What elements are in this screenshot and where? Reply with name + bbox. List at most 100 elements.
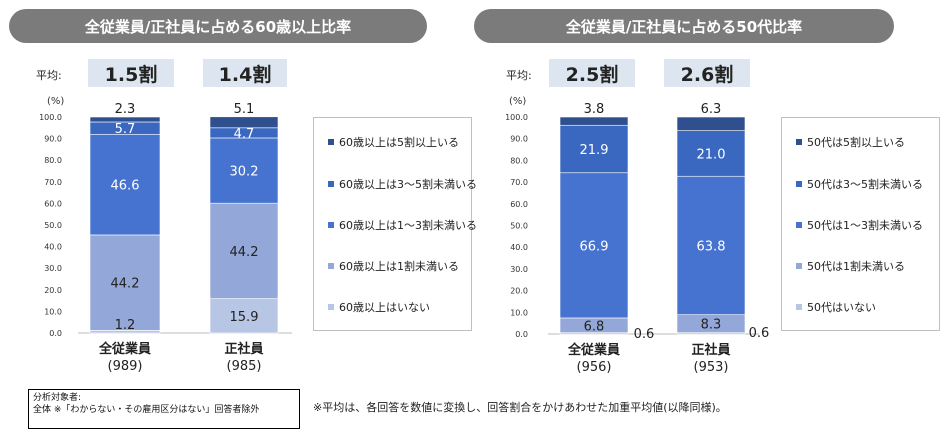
y-tick-label: 30.0	[510, 265, 528, 274]
legend-item: 60歳以上は1割未満いる	[328, 258, 459, 274]
y-tick-label: 60.0	[510, 200, 528, 209]
legend-swatch	[796, 304, 802, 310]
data-label: 30.2	[230, 165, 259, 180]
category-label: 正社員	[224, 341, 263, 357]
bar-segment	[559, 172, 629, 319]
data-label: 21.9	[580, 143, 609, 158]
bar-segment	[89, 330, 161, 334]
y-tick-label: 30.0	[44, 264, 62, 273]
data-label: 3.8	[584, 102, 605, 117]
bar-segment	[209, 298, 279, 334]
bar-segment	[89, 234, 161, 331]
footnote: ※平均は、各回答を数値に変換し、回答割合をかけあわせた加重平均値(以降同様)。	[313, 401, 727, 414]
legend-label: 60歳以上は1～3割未満いる	[339, 219, 477, 232]
legend-label: 60歳以上は3～5割未満いる	[339, 178, 477, 191]
chart1-average-1: 1.5割	[88, 59, 174, 87]
chart2-legend: 50代は5割以上いる 50代は3～5割未満いる 50代は1～3割未満いる 50代…	[781, 117, 940, 331]
y-tick-label: 20.0	[44, 286, 62, 295]
legend-swatch	[796, 263, 802, 269]
legend-item: 60歳以上は5割以上いる	[328, 134, 459, 150]
data-label: 4.7	[234, 127, 255, 142]
y-tick-label: 80.0	[44, 156, 62, 165]
legend-item: 50代はいない	[796, 299, 876, 315]
chart2-title: 全従業員/正社員に占める50代比率	[474, 9, 894, 43]
data-label: 46.6	[111, 179, 140, 194]
legend-label: 60歳以上は1割未満いる	[339, 260, 459, 273]
data-label: 2.3	[115, 102, 136, 117]
y-tick-label: 100.0	[505, 113, 528, 122]
chart2-average-label: 平均:	[506, 69, 532, 82]
y-tick-label: 90.0	[44, 135, 62, 144]
legend-item: 50代は5割以上いる	[796, 134, 905, 150]
bar-segment	[209, 127, 279, 139]
y-tick-label: 50.0	[510, 222, 528, 231]
data-label: 44.2	[230, 245, 259, 260]
legend-item: 60歳以上は3～5割未満いる	[328, 176, 477, 192]
legend-item: 50代は1～3割未満いる	[796, 217, 923, 233]
bar-segment	[559, 317, 629, 333]
bar-segment	[209, 116, 279, 129]
y-tick-label: 0.0	[49, 329, 62, 338]
bar-segment	[209, 137, 279, 204]
data-label: 6.8	[584, 319, 605, 334]
chart1-average-2: 1.4割	[203, 59, 287, 87]
y-tick-label: 90.0	[510, 135, 528, 144]
legend-swatch	[328, 263, 334, 269]
bar-segment	[676, 314, 746, 333]
data-label: 1.2	[115, 318, 136, 333]
legend-item: 60歳以上はいない	[328, 299, 430, 315]
legend-label: 50代は3～5割未満いる	[807, 178, 923, 191]
data-label: 21.0	[697, 147, 726, 162]
chart2-average-1: 2.5割	[549, 59, 635, 87]
y-tick-label: 10.0	[44, 307, 62, 316]
legend-label: 50代は1～3割未満いる	[807, 219, 923, 232]
legend-item: 60歳以上は1～3割未満いる	[328, 217, 477, 233]
bar-segment	[676, 332, 746, 335]
category-label: 正社員	[691, 342, 730, 358]
bar-segment	[676, 175, 746, 315]
chart2-average-2: 2.6割	[664, 59, 750, 87]
data-label: 63.8	[697, 239, 726, 254]
bar-segment	[559, 116, 629, 126]
data-label: 15.9	[230, 310, 259, 325]
analysis-note: 分析対象者: 全体 ※「わからない・その雇用区分はない」回答者除外	[28, 389, 300, 429]
category-count-label: (989)	[108, 359, 143, 374]
legend-swatch	[328, 222, 334, 228]
chart1-title: 全従業員/正社員に占める60歳以上比率	[9, 9, 427, 43]
data-label: 5.1	[234, 102, 255, 117]
y-tick-label: 100.0	[39, 113, 62, 122]
y-tick-label: 40.0	[510, 243, 528, 252]
legend-swatch	[796, 222, 802, 228]
bar-segment	[676, 130, 746, 177]
y-tick-label: 40.0	[44, 243, 62, 252]
y-tick-label: 60.0	[44, 199, 62, 208]
category-label: 全従業員	[567, 342, 620, 358]
bar-segment	[209, 202, 279, 299]
y-tick-label: 70.0	[510, 178, 528, 187]
y-tick-label: 20.0	[510, 287, 528, 296]
legend-swatch	[328, 304, 334, 310]
data-label: 6.3	[701, 102, 722, 117]
legend-label: 60歳以上は5割以上いる	[339, 136, 459, 149]
bar-segment	[89, 116, 161, 123]
y-tick-label: 70.0	[44, 178, 62, 187]
bar-segment	[89, 133, 161, 236]
y-tick-label: 0.0	[515, 330, 528, 339]
analysis-note-title: 分析対象者:	[33, 393, 82, 403]
data-label: 0.6	[749, 326, 770, 341]
y-tick-label: 50.0	[44, 221, 62, 230]
category-count-label: (956)	[577, 360, 612, 375]
legend-label: 50代はいない	[807, 301, 876, 314]
legend-label: 50代は1割未満いる	[807, 260, 905, 273]
data-label: 8.3	[701, 318, 722, 333]
y-tick-label: 80.0	[510, 156, 528, 165]
legend-label: 60歳以上はいない	[339, 301, 430, 314]
legend-item: 50代は3～5割未満いる	[796, 176, 923, 192]
category-count-label: (953)	[694, 360, 729, 375]
y-tick-label: 10.0	[510, 308, 528, 317]
bar-segment	[676, 116, 746, 131]
legend-label: 50代は5割以上いる	[807, 136, 905, 149]
data-label: 0.6	[634, 327, 655, 342]
legend-swatch	[796, 139, 802, 145]
data-label: 5.7	[115, 122, 136, 137]
